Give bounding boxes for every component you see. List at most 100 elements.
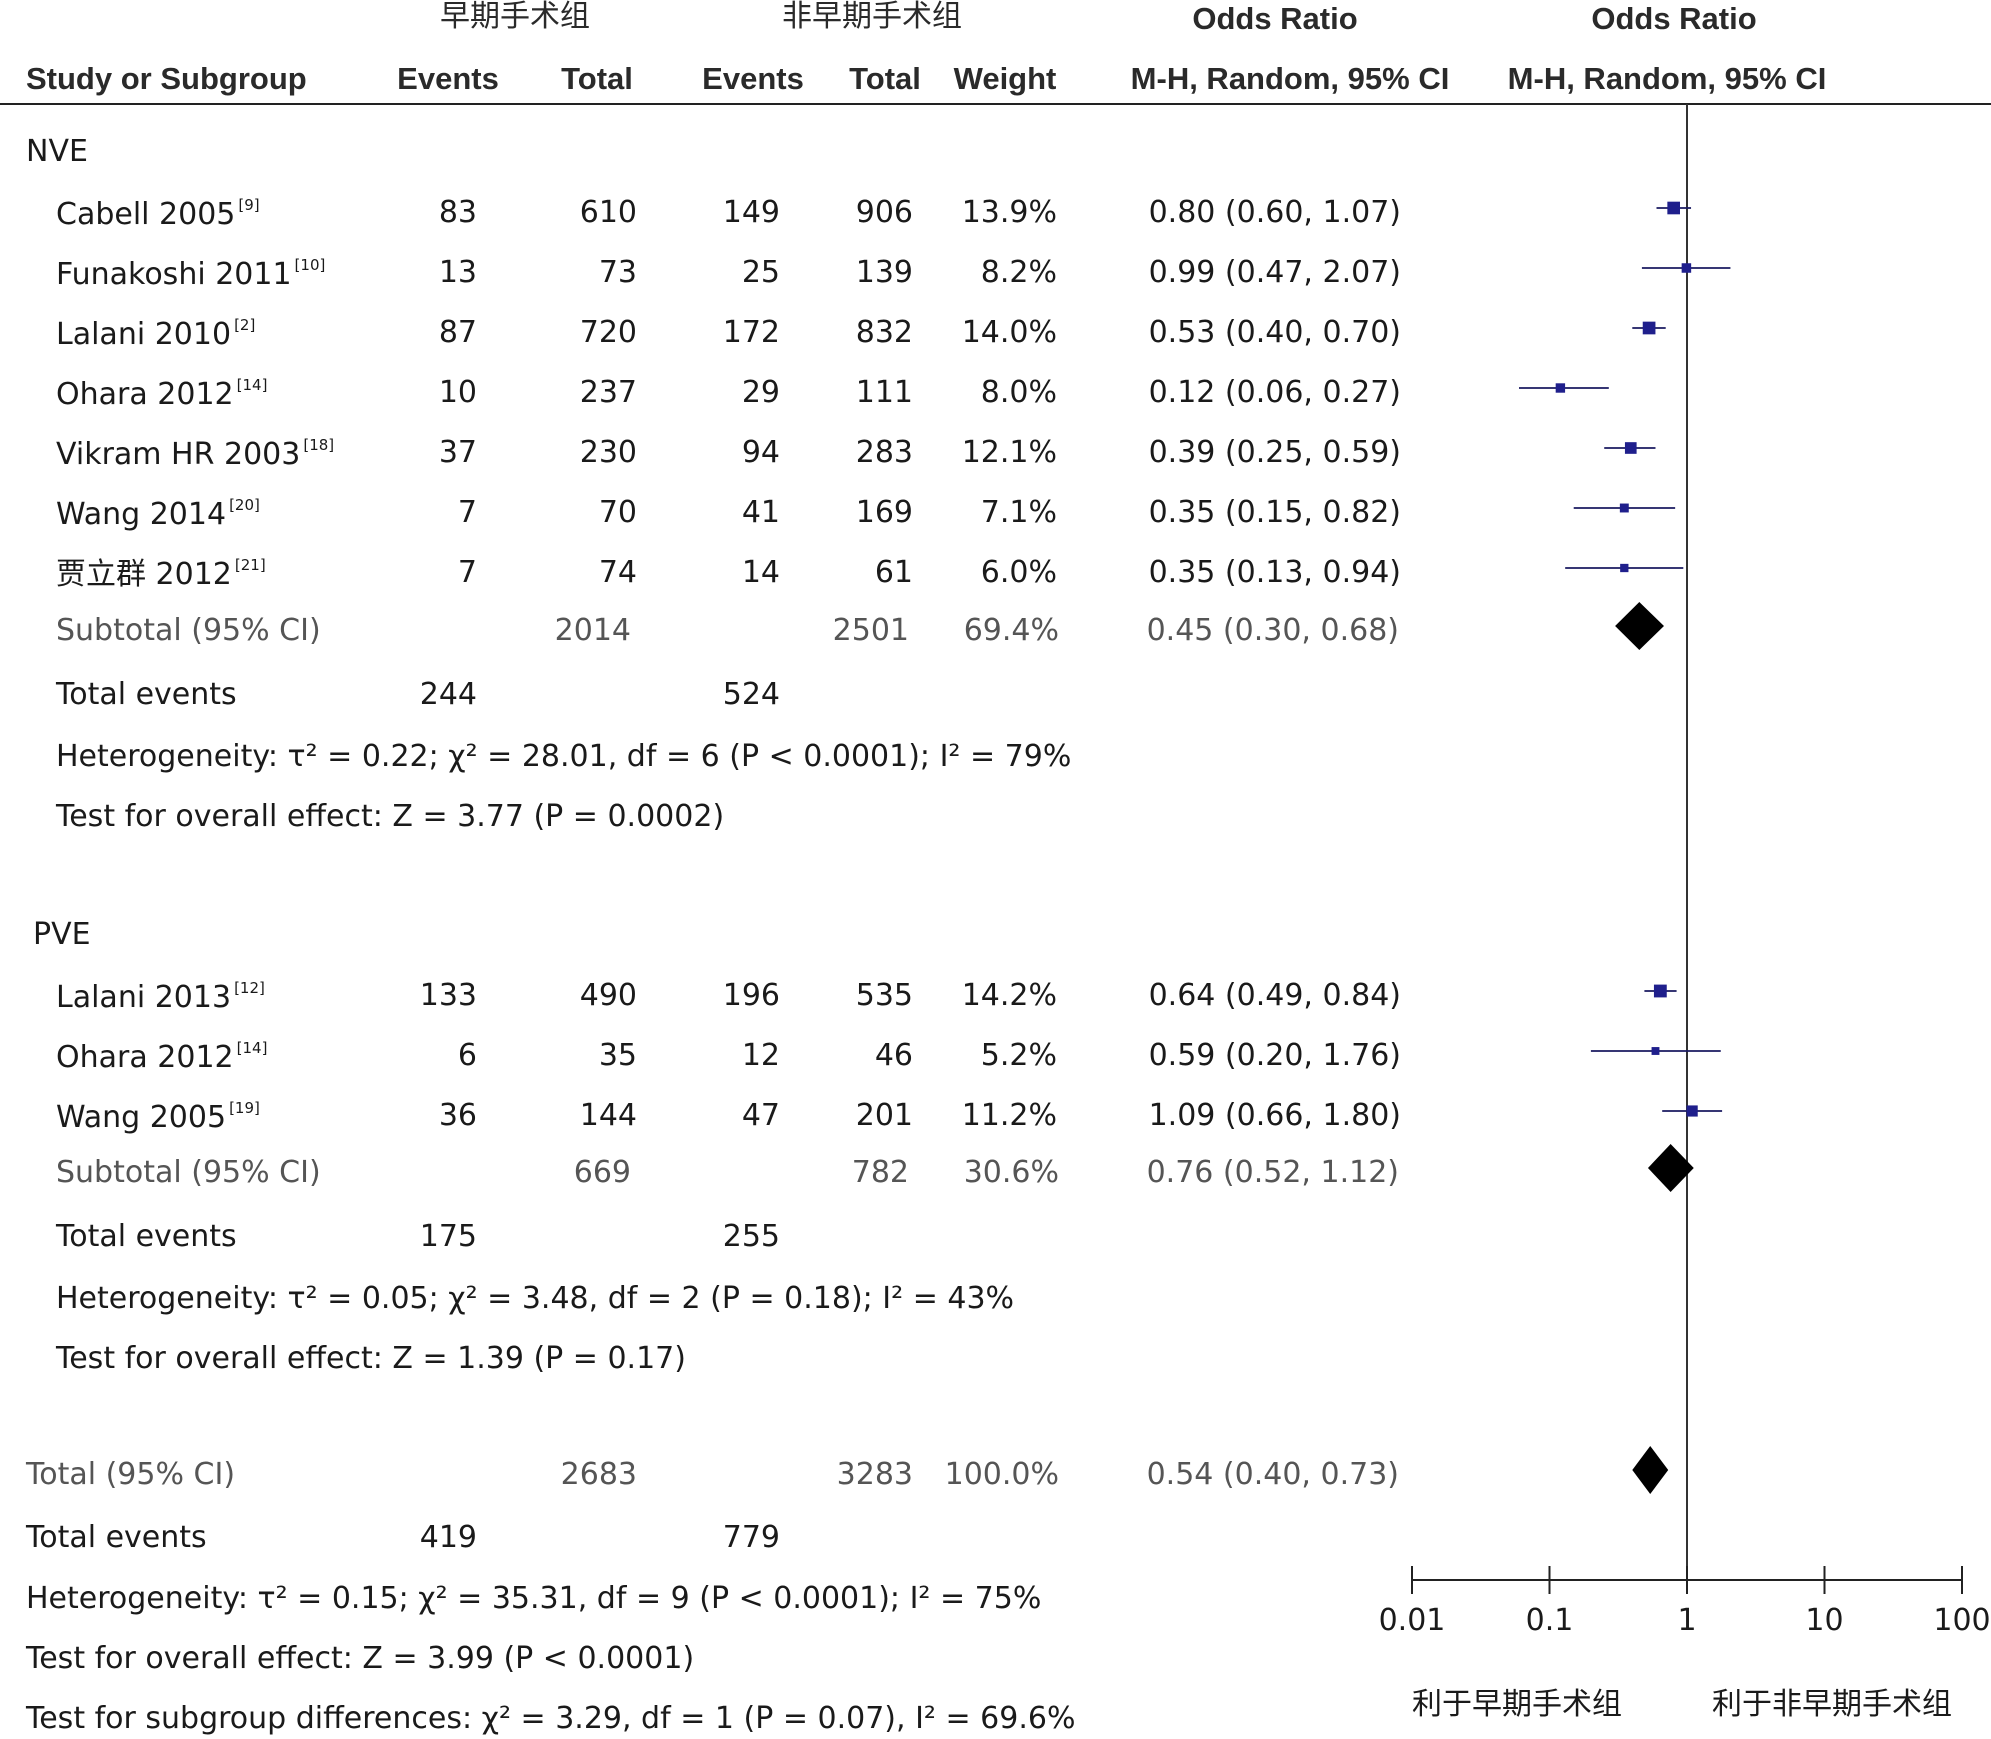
events1-cell: 6 [457,1038,477,1073]
total-events2: 255 [722,1219,780,1254]
study-name: Ohara 2012 [14] [56,376,268,412]
events2-cell: 29 [741,375,780,410]
weight-cell: 11.2% [961,1098,1057,1133]
study-marker [1686,1105,1698,1117]
x-tick-label: 100 [1933,1603,1990,1638]
subgroup-label-nve: NVE [26,134,88,169]
heterogeneity-nve: Heterogeneity: τ² = 0.22; χ² = 28.01, df… [56,739,1072,774]
subtotal-total1: 669 [573,1155,631,1190]
col-ci-header: M-H, Random, 95% CI [1130,61,1450,96]
study-marker [1620,563,1629,573]
total-total1: 2683 [560,1457,637,1492]
events1-cell: 37 [438,435,477,470]
ci-cell: 0.99 (0.47, 2.07) [1148,255,1401,290]
weight-cell: 8.2% [980,255,1057,290]
total2-cell: 906 [855,195,913,230]
study-name: Ohara 2012 [14] [56,1039,268,1075]
events2-cell: 14 [741,555,780,590]
total2-cell: 535 [855,978,913,1013]
study-marker [1619,503,1629,513]
total2-cell: 832 [855,315,913,350]
study-name: Lalani 2010 [2] [56,316,256,352]
weight-cell: 8.0% [980,375,1057,410]
total1-cell: 144 [579,1098,637,1133]
total1-cell: 490 [579,978,637,1013]
col-plot-header: M-H, Random, 95% CI [1507,61,1827,96]
group2-header: 非早期手术组 [782,0,962,34]
favours-right-label: 利于非早期手术组 [1712,1687,1952,1722]
study-marker [1642,321,1656,335]
study-name: Wang 2014 [20] [56,496,260,532]
col-events2-header: Events [702,61,804,96]
overall-effect-nve: Test for overall effect: Z = 3.77 (P = 0… [56,799,725,834]
events2-cell: 41 [741,495,780,530]
total1-cell: 74 [598,555,637,590]
study-name: Vikram HR 2003 [18] [56,436,335,472]
study-ref: [19] [229,1099,260,1117]
total-events1: 419 [419,1520,477,1555]
weight-cell: 14.0% [961,315,1057,350]
weight-cell: 13.9% [961,195,1057,230]
total1-cell: 230 [579,435,637,470]
events1-cell: 133 [419,978,477,1013]
favours-left-label: 利于早期手术组 [1412,1687,1622,1722]
overall-effect-pve: Test for overall effect: Z = 1.39 (P = 0… [56,1341,686,1376]
x-tick-label: 1 [1677,1603,1696,1638]
x-tick-label: 0.01 [1379,1603,1446,1638]
study-ref: [18] [303,436,335,454]
study-ref: [12] [234,979,265,997]
ci-cell: 0.59 (0.20, 1.76) [1148,1038,1401,1073]
x-tick-label: 10 [1805,1603,1843,1638]
total1-cell: 73 [598,255,637,290]
events2-cell: 25 [741,255,780,290]
subtotal-label: Subtotal (95% CI) [56,1155,321,1190]
events2-cell: 94 [741,435,780,470]
total-events-label: Total events [26,1520,207,1555]
header-rule [0,103,1991,105]
study-marker [1624,442,1637,454]
col-events1-header: Events [397,61,499,96]
events2-cell: 172 [722,315,780,350]
or-title-right: Odds Ratio [1591,1,1757,36]
study-ref: [14] [236,376,268,394]
study-ref: [2] [234,316,256,334]
total1-cell: 237 [579,375,637,410]
total-label: Total (95% CI) [26,1457,236,1492]
total-weight: 100.0% [944,1457,1059,1492]
events1-cell: 87 [438,315,477,350]
study-marker [1653,984,1667,998]
total-events2: 779 [722,1520,780,1555]
study-marker [1667,201,1680,215]
weight-cell: 14.2% [961,978,1057,1013]
group1-header: 早期手术组 [440,0,590,34]
total1-cell: 35 [598,1038,637,1073]
ci-cell: 0.80 (0.60, 1.07) [1148,195,1401,230]
study-name: Wang 2005 [19] [56,1099,260,1135]
subtotal-weight: 30.6% [963,1155,1059,1190]
ci-cell: 1.09 (0.66, 1.80) [1148,1098,1401,1133]
heterogeneity-pve: Heterogeneity: τ² = 0.05; χ² = 3.48, df … [56,1281,1015,1316]
total2-cell: 139 [855,255,913,290]
events1-cell: 83 [438,195,477,230]
subtotal-diamond [1615,602,1664,650]
total-events-label: Total events [56,1219,237,1254]
subtotal-total2: 2501 [832,613,909,648]
subgroup-differences: Test for subgroup differences: χ² = 3.29… [26,1701,1076,1736]
total2-cell: 201 [855,1098,913,1133]
total-total2: 3283 [836,1457,913,1492]
events2-cell: 12 [741,1038,780,1073]
study-ref: [21] [234,556,266,574]
col-weight-header: Weight [953,61,1057,96]
x-tick-label: 0.1 [1526,1603,1574,1638]
ci-cell: 0.39 (0.25, 0.59) [1148,435,1401,470]
or-title-left: Odds Ratio [1192,1,1358,36]
total2-cell: 169 [855,495,913,530]
total1-cell: 70 [598,495,637,530]
total1-cell: 610 [579,195,637,230]
total-events1: 175 [419,1219,477,1254]
total2-cell: 111 [855,375,913,410]
events2-cell: 47 [741,1098,780,1133]
subtotal-diamond [1647,1144,1694,1192]
heterogeneity-overall: Heterogeneity: τ² = 0.15; χ² = 35.31, df… [26,1581,1042,1616]
